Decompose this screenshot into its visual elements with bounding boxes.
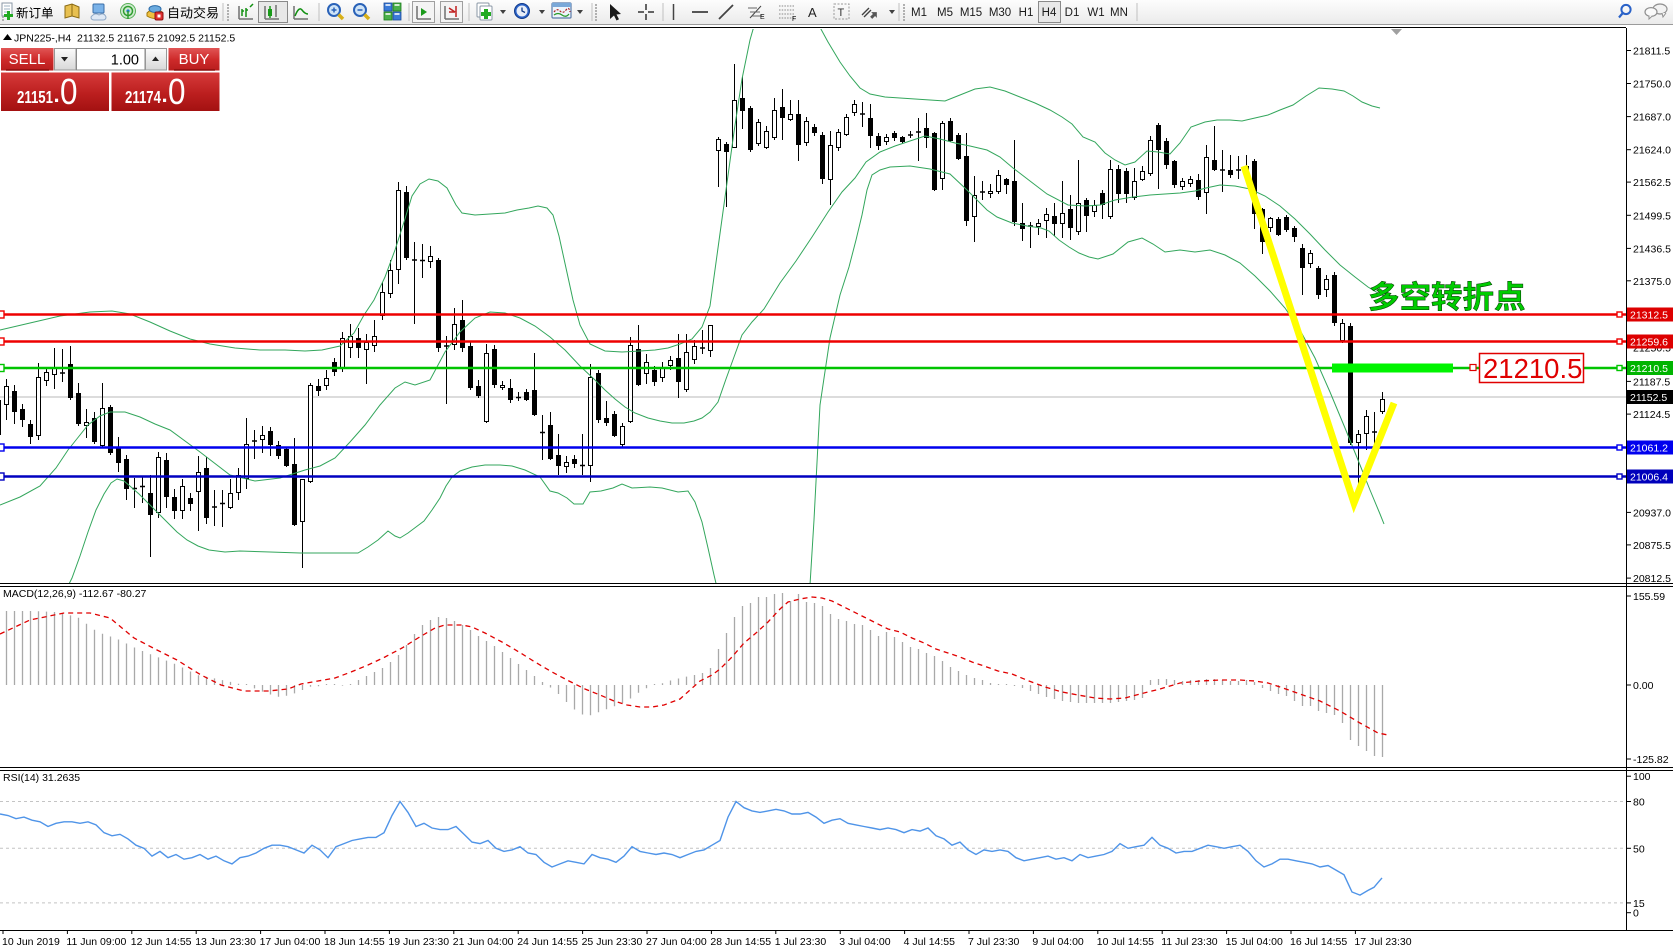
svg-text:9 Jul 04:00: 9 Jul 04:00 — [1032, 936, 1084, 948]
svg-text:17 Jun 04:00: 17 Jun 04:00 — [260, 936, 321, 948]
svg-text:21562.5: 21562.5 — [1633, 177, 1671, 189]
svg-text:11 Jul 23:30: 11 Jul 23:30 — [1161, 936, 1218, 948]
svg-text:155.59: 155.59 — [1633, 591, 1665, 603]
svg-text:21174: 21174 — [125, 87, 161, 107]
svg-text:D1: D1 — [1065, 7, 1080, 19]
svg-text:21499.5: 21499.5 — [1633, 210, 1671, 222]
svg-text:21006.4: 21006.4 — [1630, 472, 1668, 484]
svg-text:M30: M30 — [989, 7, 1011, 19]
svg-text:27 Jun 04:00: 27 Jun 04:00 — [646, 936, 707, 948]
svg-text:RSI(14) 31.2635: RSI(14) 31.2635 — [3, 772, 80, 784]
svg-text:28 Jun 14:55: 28 Jun 14:55 — [710, 936, 771, 948]
svg-text:16 Jul 14:55: 16 Jul 14:55 — [1290, 936, 1347, 948]
svg-text:21259.6: 21259.6 — [1630, 337, 1668, 349]
svg-text:20812.5: 20812.5 — [1633, 573, 1671, 585]
svg-text:24 Jun 14:55: 24 Jun 14:55 — [517, 936, 578, 948]
svg-text:A: A — [808, 5, 817, 20]
svg-text:21187.5: 21187.5 — [1633, 376, 1670, 388]
svg-text:10 Jun 2019: 10 Jun 2019 — [2, 936, 60, 948]
svg-text:4 Jul 14:55: 4 Jul 14:55 — [904, 936, 956, 948]
svg-text:1 Jul 23:30: 1 Jul 23:30 — [775, 936, 827, 948]
svg-text:17 Jul 23:30: 17 Jul 23:30 — [1354, 936, 1411, 948]
svg-text:0: 0 — [168, 71, 186, 112]
svg-text:M15: M15 — [960, 7, 982, 19]
svg-text:50: 50 — [1633, 843, 1645, 855]
svg-text:M5: M5 — [937, 7, 953, 19]
svg-text:F: F — [792, 16, 796, 23]
svg-text:0: 0 — [1633, 908, 1639, 920]
svg-text:21 Jun 04:00: 21 Jun 04:00 — [453, 936, 514, 948]
svg-text:.: . — [54, 82, 60, 107]
svg-text:21624.0: 21624.0 — [1633, 145, 1671, 157]
svg-text:21210.5: 21210.5 — [1483, 353, 1582, 384]
svg-text:15: 15 — [1633, 898, 1645, 910]
svg-text:21436.5: 21436.5 — [1633, 243, 1671, 255]
svg-text:21124.5: 21124.5 — [1633, 409, 1670, 421]
svg-text:3 Jul 04:00: 3 Jul 04:00 — [839, 936, 891, 948]
svg-text:21811.5: 21811.5 — [1633, 46, 1670, 58]
svg-text:80: 80 — [1633, 797, 1645, 809]
svg-text:21375.0: 21375.0 — [1633, 276, 1671, 288]
svg-text:7 Jul 23:30: 7 Jul 23:30 — [968, 936, 1020, 948]
svg-text:21687.0: 21687.0 — [1633, 112, 1671, 124]
svg-text:T: T — [838, 7, 845, 19]
svg-text:15 Jul 04:00: 15 Jul 04:00 — [1226, 936, 1283, 948]
svg-text:1.00: 1.00 — [111, 53, 139, 69]
svg-text:M1: M1 — [911, 7, 927, 19]
svg-text:21750.0: 21750.0 — [1633, 79, 1671, 91]
svg-text:13 Jun 23:30: 13 Jun 23:30 — [195, 936, 256, 948]
svg-text:21152.5: 21152.5 — [1630, 392, 1667, 404]
svg-text:-125.82: -125.82 — [1633, 754, 1669, 766]
svg-text:20937.0: 20937.0 — [1633, 507, 1671, 519]
svg-text:H1: H1 — [1019, 7, 1034, 19]
svg-text:MACD(12,26,9) -112.67 -80.27: MACD(12,26,9) -112.67 -80.27 — [3, 588, 147, 600]
svg-text:21312.5: 21312.5 — [1630, 310, 1668, 322]
svg-text:18 Jun 14:55: 18 Jun 14:55 — [324, 936, 385, 948]
svg-text:100: 100 — [1633, 771, 1651, 783]
svg-text:H4: H4 — [1042, 7, 1057, 19]
svg-text:21151: 21151 — [17, 87, 53, 107]
svg-text:19 Jun 23:30: 19 Jun 23:30 — [388, 936, 449, 948]
svg-text:0.00: 0.00 — [1633, 680, 1654, 692]
svg-text:11 Jun 09:00: 11 Jun 09:00 — [66, 936, 126, 948]
svg-text:20875.5: 20875.5 — [1633, 540, 1671, 552]
svg-text:.: . — [162, 82, 168, 107]
svg-text:12 Jun 14:55: 12 Jun 14:55 — [131, 936, 192, 948]
svg-text:0: 0 — [60, 71, 78, 112]
svg-text:SELL: SELL — [9, 51, 46, 68]
svg-text:BUY: BUY — [179, 51, 210, 68]
svg-text:E: E — [760, 14, 765, 21]
svg-text:21061.2: 21061.2 — [1630, 443, 1668, 455]
svg-text:MN: MN — [1110, 7, 1128, 19]
svg-text:JPN225-,H4 21132.5 21167.5 21: JPN225-,H4 21132.5 21167.5 21092.5 21152… — [14, 33, 235, 45]
svg-text:10 Jul 14:55: 10 Jul 14:55 — [1097, 936, 1154, 948]
svg-text:25 Jun 23:30: 25 Jun 23:30 — [582, 936, 643, 948]
svg-text:21210.5: 21210.5 — [1630, 363, 1668, 375]
svg-text:W1: W1 — [1087, 7, 1104, 19]
